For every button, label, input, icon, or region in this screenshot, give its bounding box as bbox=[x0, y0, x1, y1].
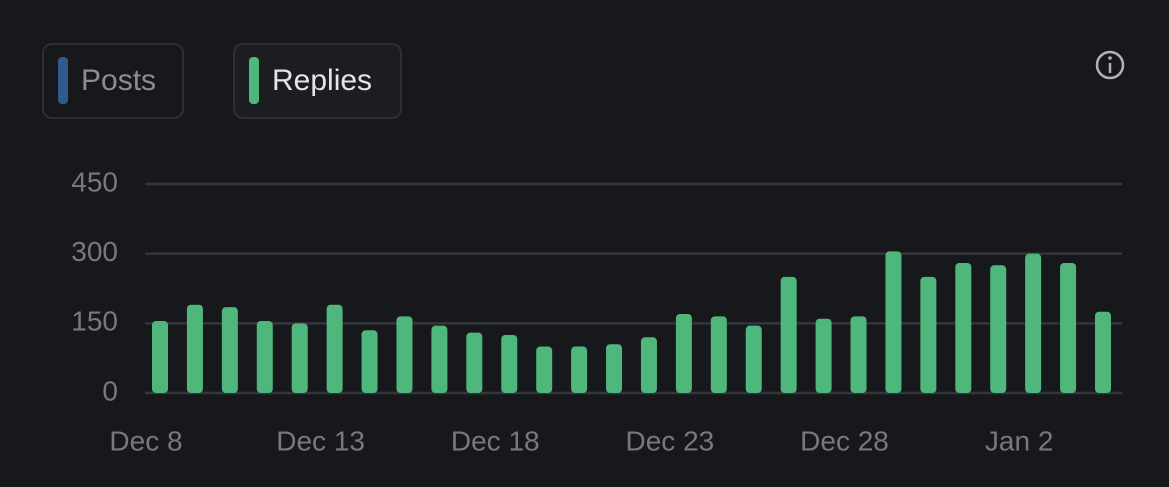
bar bbox=[955, 262, 972, 393]
bar bbox=[710, 316, 727, 393]
x-tick-label: Jan 2 bbox=[985, 425, 1054, 456]
bar bbox=[885, 251, 902, 393]
legend-label: Posts bbox=[81, 64, 156, 97]
bar bbox=[745, 325, 762, 393]
y-tick-label: 150 bbox=[71, 306, 118, 337]
bar bbox=[850, 316, 867, 393]
y-tick-label: 450 bbox=[71, 166, 118, 197]
x-tick-label: Dec 18 bbox=[451, 425, 540, 456]
bar bbox=[396, 316, 413, 393]
x-tick-label: Dec 23 bbox=[626, 425, 715, 456]
bar bbox=[291, 323, 308, 393]
bar bbox=[1025, 253, 1042, 393]
bar bbox=[221, 307, 238, 393]
bar bbox=[466, 332, 483, 393]
bar bbox=[815, 318, 832, 393]
y-tick-label: 0 bbox=[102, 375, 118, 406]
x-tick-label: Dec 8 bbox=[109, 425, 182, 456]
bar bbox=[361, 330, 378, 393]
bar bbox=[640, 337, 657, 393]
bar bbox=[606, 344, 623, 393]
x-tick-label: Dec 28 bbox=[800, 425, 889, 456]
legend-swatch bbox=[249, 57, 259, 104]
bar bbox=[675, 314, 692, 393]
bar bbox=[780, 276, 797, 393]
bar bbox=[186, 304, 203, 393]
bar bbox=[152, 321, 168, 393]
bar bbox=[990, 265, 1007, 393]
bar bbox=[501, 334, 518, 393]
bar bbox=[920, 276, 937, 393]
bar bbox=[431, 325, 448, 393]
legend-button[interactable] bbox=[233, 43, 402, 119]
legend-label: Replies bbox=[272, 64, 372, 97]
bar bbox=[536, 346, 553, 393]
bar bbox=[571, 346, 588, 393]
x-tick-label: Dec 13 bbox=[276, 425, 365, 456]
info-icon[interactable] bbox=[1095, 50, 1125, 80]
bar bbox=[1095, 311, 1111, 393]
info-dot bbox=[1108, 56, 1112, 60]
bar bbox=[256, 321, 273, 393]
info-circle bbox=[1095, 50, 1125, 80]
bar bbox=[326, 304, 343, 393]
legend-swatch bbox=[58, 57, 68, 104]
legend-button[interactable] bbox=[42, 43, 184, 119]
y-tick-label: 300 bbox=[71, 236, 118, 267]
bar bbox=[1060, 262, 1077, 393]
